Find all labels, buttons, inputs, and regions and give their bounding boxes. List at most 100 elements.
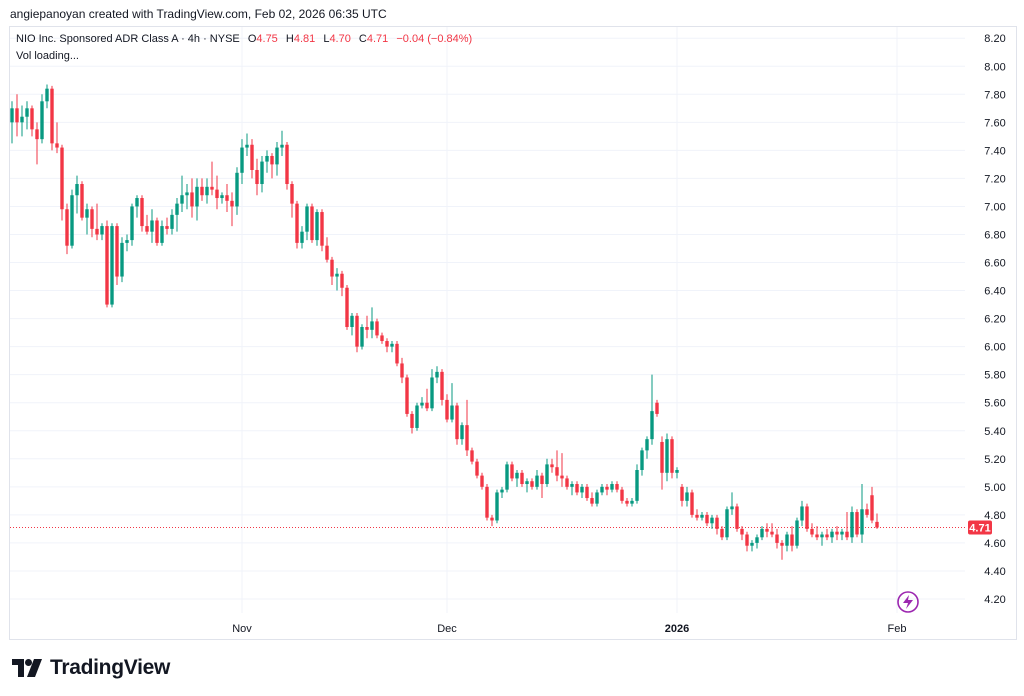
candle[interactable]: [335, 268, 339, 291]
candle[interactable]: [665, 433, 669, 482]
candle[interactable]: [320, 209, 324, 252]
candle[interactable]: [290, 181, 294, 218]
candle[interactable]: [115, 223, 119, 285]
candle[interactable]: [60, 144, 64, 221]
candle[interactable]: [690, 489, 694, 518]
candle[interactable]: [265, 150, 269, 173]
candle[interactable]: [105, 220, 109, 308]
candle[interactable]: [570, 481, 574, 496]
candle[interactable]: [775, 528, 779, 549]
candle[interactable]: [850, 506, 854, 543]
candle[interactable]: [260, 155, 264, 193]
candle[interactable]: [410, 411, 414, 434]
candle[interactable]: [225, 184, 229, 213]
candle[interactable]: [805, 503, 809, 532]
candle[interactable]: [400, 357, 404, 384]
candle[interactable]: [760, 526, 764, 541]
candle[interactable]: [355, 312, 359, 353]
candle[interactable]: [280, 130, 284, 156]
candle[interactable]: [350, 312, 354, 336]
candle[interactable]: [245, 133, 249, 156]
candle[interactable]: [810, 523, 814, 538]
candle[interactable]: [700, 512, 704, 521]
candle[interactable]: [505, 461, 509, 493]
candle[interactable]: [230, 192, 234, 227]
candle[interactable]: [200, 178, 204, 201]
candle[interactable]: [655, 399, 659, 417]
candle[interactable]: [695, 509, 699, 521]
candle[interactable]: [370, 307, 374, 339]
candle[interactable]: [855, 509, 859, 538]
candle[interactable]: [475, 458, 479, 479]
candle[interactable]: [495, 489, 499, 524]
candle[interactable]: [800, 500, 804, 527]
candle[interactable]: [80, 181, 84, 221]
candle[interactable]: [365, 315, 369, 339]
candle[interactable]: [145, 214, 149, 235]
candle[interactable]: [825, 528, 829, 541]
candle[interactable]: [865, 503, 869, 518]
candle[interactable]: [205, 178, 209, 204]
candle[interactable]: [195, 178, 199, 221]
candle[interactable]: [740, 526, 744, 541]
candle[interactable]: [545, 458, 549, 487]
candle[interactable]: [250, 139, 254, 179]
candle[interactable]: [490, 514, 494, 527]
candle[interactable]: [430, 369, 434, 412]
candle[interactable]: [765, 523, 769, 538]
candle[interactable]: [10, 101, 14, 144]
candle[interactable]: [235, 167, 239, 215]
candle[interactable]: [215, 175, 219, 210]
candle[interactable]: [705, 512, 709, 527]
candle[interactable]: [615, 481, 619, 493]
candle[interactable]: [830, 528, 834, 543]
candle[interactable]: [680, 484, 684, 507]
candle[interactable]: [525, 478, 529, 493]
candle[interactable]: [65, 203, 69, 255]
candle[interactable]: [780, 540, 784, 560]
candle[interactable]: [55, 122, 59, 154]
candle[interactable]: [745, 531, 749, 552]
candle[interactable]: [605, 484, 609, 496]
tradingview-logo[interactable]: TradingView: [12, 655, 170, 681]
candle[interactable]: [610, 481, 614, 493]
candle[interactable]: [375, 318, 379, 339]
candle[interactable]: [405, 374, 409, 417]
candle[interactable]: [575, 481, 579, 496]
candle[interactable]: [835, 526, 839, 541]
candle[interactable]: [170, 209, 174, 235]
candle[interactable]: [875, 513, 879, 529]
candle[interactable]: [240, 139, 244, 185]
candle[interactable]: [755, 534, 759, 549]
candle[interactable]: [565, 475, 569, 490]
candle[interactable]: [670, 436, 674, 479]
candle[interactable]: [860, 484, 864, 543]
candle[interactable]: [640, 447, 644, 476]
candle[interactable]: [460, 422, 464, 445]
candle[interactable]: [455, 402, 459, 445]
candle[interactable]: [160, 220, 164, 246]
candle[interactable]: [155, 217, 159, 246]
candle[interactable]: [270, 153, 274, 179]
candle[interactable]: [465, 399, 469, 456]
candle[interactable]: [520, 470, 524, 487]
candle[interactable]: [710, 514, 714, 529]
candle[interactable]: [90, 206, 94, 238]
candle[interactable]: [85, 203, 89, 235]
candle[interactable]: [845, 512, 849, 541]
candle[interactable]: [125, 234, 129, 252]
candle[interactable]: [645, 436, 649, 459]
candle[interactable]: [425, 388, 429, 412]
candle[interactable]: [130, 203, 134, 246]
candle[interactable]: [635, 464, 639, 504]
candle[interactable]: [515, 470, 519, 487]
candle[interactable]: [560, 453, 564, 487]
candle[interactable]: [285, 141, 289, 190]
candle[interactable]: [100, 223, 104, 241]
candle[interactable]: [620, 486, 624, 504]
candle[interactable]: [770, 523, 774, 538]
candle[interactable]: [415, 402, 419, 431]
candle[interactable]: [750, 540, 754, 552]
candle[interactable]: [600, 484, 604, 496]
